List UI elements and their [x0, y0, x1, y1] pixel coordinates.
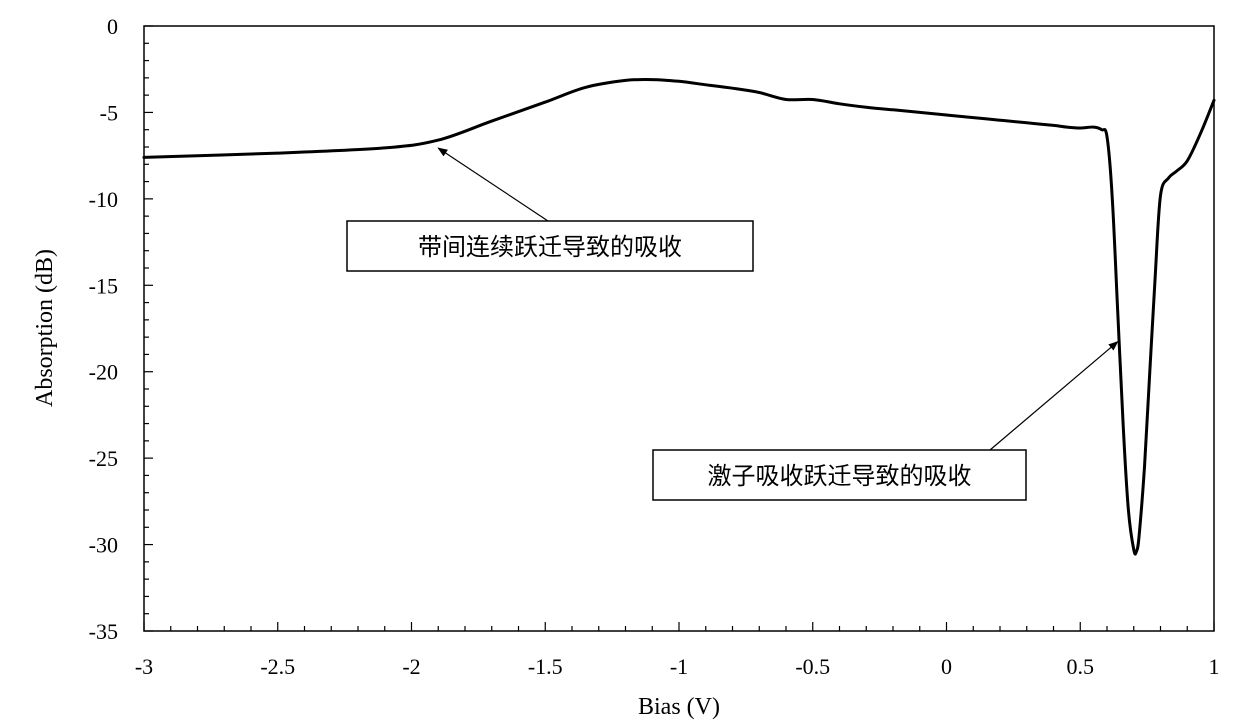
x-tick-label: -3	[135, 654, 153, 679]
annotation-label: 带间连续跃迁导致的吸收	[418, 234, 682, 261]
annotation-arrow	[989, 341, 1119, 451]
annotation: 带间连续跃迁导致的吸收	[346, 147, 754, 272]
y-axis: 0 -5 -10 -15 -20 -25 -30 -35	[89, 14, 153, 644]
annotation: 激子吸收跃迁导致的吸收	[652, 341, 1119, 501]
x-tick-label: -2	[402, 654, 420, 679]
annotation-label: 激子吸收跃迁导致的吸收	[708, 463, 972, 490]
x-tick-label: 0	[941, 654, 952, 679]
plot-area-frame	[143, 25, 1215, 632]
y-axis-title: Absorption (dB)	[32, 249, 58, 407]
y-tick-label: -25	[89, 446, 118, 471]
y-tick-label: -10	[89, 187, 118, 212]
annotation-box	[652, 449, 1027, 501]
x-tick-label: -1	[670, 654, 688, 679]
annotation-arrow	[437, 147, 549, 222]
x-tick-label: 0.5	[1067, 654, 1095, 679]
absorption-curve	[142, 77, 1216, 556]
y-tick-label: -30	[89, 533, 118, 558]
y-tick-label: -15	[89, 273, 118, 298]
x-axis: -3 -2.5 -2 -1.5 -1 -0.5 0 0.5 1	[135, 622, 1220, 679]
x-axis-title: Bias (V)	[638, 694, 720, 720]
annotation-box	[346, 220, 754, 272]
x-tick-label: -2.5	[260, 654, 295, 679]
y-tick-label: -20	[89, 360, 118, 385]
y-tick-label: -5	[100, 100, 118, 125]
y-tick-label: -35	[89, 619, 118, 644]
x-tick-label: 1	[1209, 654, 1220, 679]
y-tick-label: 0	[107, 14, 118, 39]
x-tick-label: -1.5	[528, 654, 563, 679]
x-tick-label: -0.5	[795, 654, 830, 679]
